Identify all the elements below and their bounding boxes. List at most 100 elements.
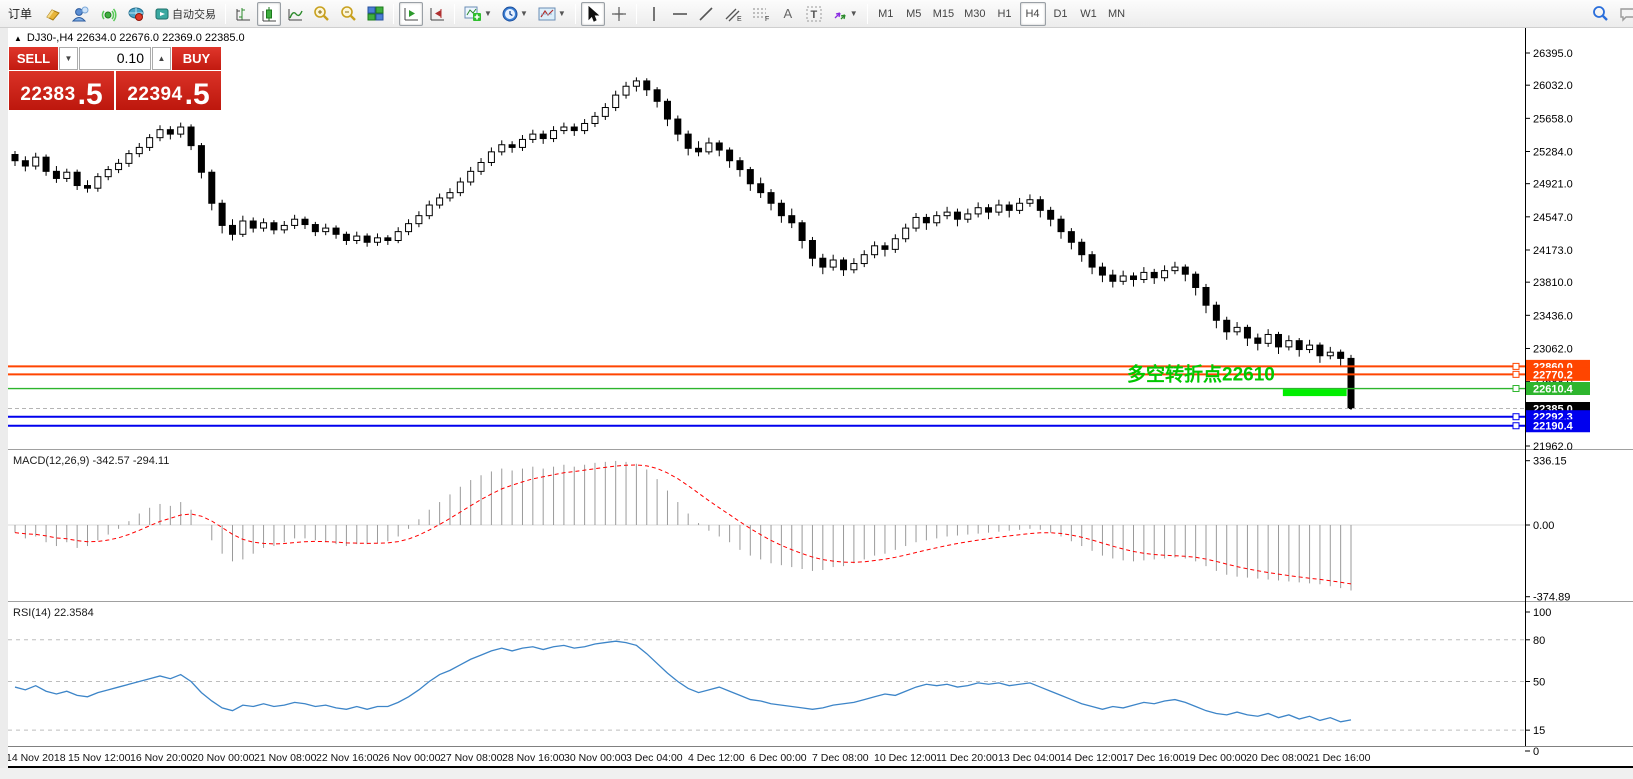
zoom-in-button[interactable] — [309, 2, 334, 26]
cursor-button[interactable] — [580, 1, 605, 26]
text-button[interactable]: A — [783, 6, 793, 21]
svg-text:23436.0: 23436.0 — [1533, 310, 1573, 322]
templates-button[interactable]: ▼ — [534, 2, 570, 26]
svg-text:25284.0: 25284.0 — [1533, 146, 1573, 158]
trend-highlight-segment[interactable] — [1282, 389, 1347, 397]
search-icon[interactable] — [1588, 2, 1613, 26]
fibonacci-button[interactable]: F — [748, 2, 774, 26]
svg-text:14 Dec 12:00: 14 Dec 12:00 — [1060, 752, 1123, 764]
volume-decrease-button[interactable]: ▼ — [59, 47, 78, 70]
svg-text:26032.0: 26032.0 — [1533, 80, 1573, 92]
time-axis[interactable]: 14 Nov 2018 15 Nov 12:00 16 Nov 20:00 20 No… — [8, 752, 1371, 764]
line-handle[interactable] — [1512, 362, 1520, 370]
annotation-text[interactable]: 多空转折点22610 — [1127, 363, 1275, 386]
chart-canvas[interactable]: 26395.0 26032.0 25658.0 25284.0 24921.0 24547… — [8, 28, 1633, 768]
line-handle[interactable] — [1512, 370, 1520, 378]
timeframe-m15[interactable]: M15 — [932, 7, 955, 20]
svg-text:24547.0: 24547.0 — [1533, 212, 1573, 224]
svg-text:23810.0: 23810.0 — [1533, 277, 1573, 289]
svg-text:16 Nov 20:00: 16 Nov 20:00 — [130, 752, 193, 764]
zoom-out-button[interactable] — [336, 2, 361, 26]
timeframe-m30[interactable]: M30 — [964, 7, 986, 20]
sell-price-fraction: .5 — [77, 78, 103, 111]
timeframe-w1[interactable]: W1 — [1080, 7, 1097, 20]
chat-icon[interactable] — [1615, 2, 1633, 26]
horizontal-line-button[interactable] — [668, 2, 692, 26]
timeframe-d1[interactable]: D1 — [1053, 7, 1068, 20]
sell-price-display[interactable]: 22383 .5 — [9, 71, 114, 110]
svg-text:20 Dec 08:00: 20 Dec 08:00 — [1246, 752, 1309, 764]
separator — [454, 3, 456, 24]
svg-text:E: E — [737, 16, 742, 22]
macd-histogram — [14, 460, 1352, 591]
buy-price-main: 22394 — [127, 84, 183, 105]
gold-order-icon[interactable] — [39, 2, 65, 26]
volume-increase-button[interactable]: ▲ — [152, 47, 171, 70]
trendline-button[interactable] — [694, 2, 718, 26]
chart-title: ▲ DJ30-,H4 22634.0 22676.0 22369.0 22385… — [14, 32, 245, 44]
svg-text:21 Nov 08:00: 21 Nov 08:00 — [254, 752, 317, 764]
svg-text:0.00: 0.00 — [1533, 520, 1554, 532]
symbol-ohlc-text: DJ30-,H4 22634.0 22676.0 22369.0 22385.0 — [26, 32, 245, 44]
price-label-box — [1526, 367, 1590, 381]
svg-text:4 Dec 12:00: 4 Dec 12:00 — [688, 752, 745, 764]
svg-text:-374.89: -374.89 — [1533, 592, 1570, 604]
crosshair-button[interactable] — [607, 2, 631, 26]
timeframe-h4[interactable]: H4 — [1019, 1, 1046, 26]
svg-text:27 Nov 08:00: 27 Nov 08:00 — [440, 752, 503, 764]
vertical-line-button[interactable] — [642, 2, 666, 26]
volume-input[interactable]: 0.10 — [79, 47, 151, 70]
timeframe-m1[interactable]: M1 — [878, 7, 894, 20]
arrows-button[interactable]: ▼ — [828, 2, 862, 26]
periods-button[interactable]: ▼ — [498, 2, 532, 26]
price-axis[interactable]: 26395.0 26032.0 25658.0 25284.0 24921.0 24547… — [1525, 48, 1573, 758]
indicators-button[interactable]: ▼ — [460, 2, 496, 26]
separator — [225, 3, 227, 24]
svg-text:21962.0: 21962.0 — [1533, 441, 1573, 453]
dropdown-caret: ▼ — [557, 9, 566, 18]
auto-scroll-button[interactable] — [399, 1, 424, 26]
separator — [574, 3, 576, 24]
autotrading-button[interactable]: 自动交易 — [151, 2, 220, 26]
line-handle[interactable] — [1512, 385, 1520, 393]
sell-button[interactable]: SELL — [9, 47, 58, 70]
svg-text:25658.0: 25658.0 — [1533, 113, 1573, 125]
new-order-button[interactable]: 订单 — [8, 7, 33, 21]
text-label-button[interactable]: T — [802, 2, 826, 26]
timeframe-mn[interactable]: MN — [1107, 7, 1126, 20]
svg-text:14 Nov 2018: 14 Nov 2018 — [8, 752, 66, 764]
bar-chart-button[interactable] — [231, 2, 255, 26]
price-label-text: 22610.4 — [1533, 384, 1574, 396]
price-label-box — [1526, 382, 1590, 396]
buy-price-display[interactable]: 22394 .5 — [116, 71, 221, 110]
autotrading-label: 自动交易 — [172, 8, 217, 21]
line-handle[interactable] — [1512, 422, 1520, 430]
chart-shift-button[interactable] — [425, 2, 449, 26]
svg-text:20 Nov 00:00: 20 Nov 00:00 — [192, 752, 255, 764]
candlestick-series — [11, 77, 1355, 410]
timeframe-m5[interactable]: M5 — [906, 7, 922, 20]
macd-signal-line — [14, 464, 1352, 585]
svg-text:80: 80 — [1533, 635, 1545, 647]
rsi-line — [14, 640, 1352, 723]
line-handle[interactable] — [1512, 413, 1520, 421]
signals-icon[interactable] — [95, 2, 121, 26]
svg-text:26395.0: 26395.0 — [1533, 48, 1573, 60]
line-chart-button[interactable] — [283, 2, 307, 26]
dropdown-caret: ▼ — [849, 9, 858, 18]
candlestick-chart-button[interactable] — [257, 1, 282, 26]
svg-text:17 Dec 16:00: 17 Dec 16:00 — [1122, 752, 1185, 764]
market-icon[interactable] — [123, 2, 149, 26]
mql5-community-icon[interactable] — [67, 2, 93, 26]
equidistant-channel-button[interactable]: E — [720, 2, 746, 26]
svg-text:7 Dec 08:00: 7 Dec 08:00 — [812, 752, 869, 764]
collapse-arrow-icon[interactable]: ▲ — [14, 33, 22, 43]
price-label-text: 22770.2 — [1533, 369, 1573, 381]
svg-text:100: 100 — [1533, 607, 1551, 619]
svg-text:23062.0: 23062.0 — [1533, 343, 1573, 355]
buy-button[interactable]: BUY — [172, 47, 221, 70]
timeframe-h1[interactable]: H1 — [997, 7, 1012, 20]
tile-windows-button[interactable] — [363, 2, 388, 26]
svg-text:F: F — [765, 16, 769, 22]
svg-text:24921.0: 24921.0 — [1533, 179, 1573, 191]
